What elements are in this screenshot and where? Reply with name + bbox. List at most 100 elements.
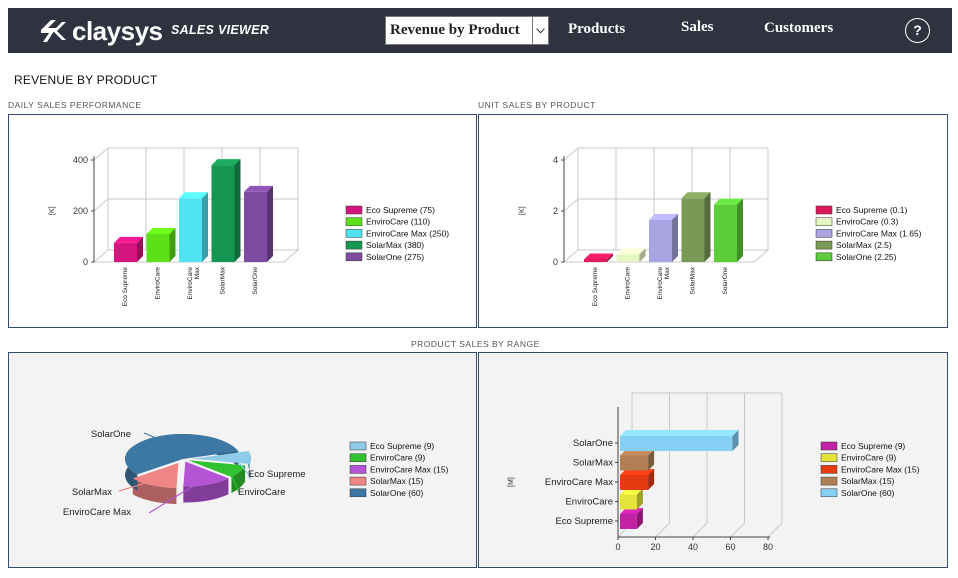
y-tick-label-solarmax: SolarMax (573, 458, 613, 469)
y-tick-label: 2 (553, 206, 558, 216)
grid-line (563, 198, 579, 212)
legend-label-solarmax: SolarMax (2.5) (836, 240, 892, 250)
x-tick-label-solarmax: SolarMax (220, 266, 227, 294)
grid-line (93, 198, 109, 212)
pie-label-solarone: SolarOne (91, 429, 131, 440)
grid-line (767, 522, 783, 538)
x-tick-label: 60 (725, 542, 735, 552)
x-tick-label-solarmax: SolarMax (690, 266, 697, 294)
legend-label-envirocare: EnviroCare (9) (370, 453, 425, 463)
bar-envirocare-max (649, 219, 672, 262)
daily-sales-chart: 0 200 400 [K] Eco Supreme EnviroCare EnviroCar… (49, 147, 449, 306)
bar-top-envirocare-max (649, 213, 678, 220)
x-tick-label-solarone: SolarOne (722, 267, 729, 295)
legend-label-envirocare: EnviroCare (0.3) (836, 217, 899, 227)
legend-swatch-envirocare-max (345, 229, 363, 238)
brand-name: claysys (72, 15, 163, 46)
pie-callout-line-eco-supreme (234, 457, 250, 476)
y-tick-label: 0 (553, 257, 558, 267)
bar-side-envirocare (169, 227, 176, 262)
hbar-eco-supreme (620, 514, 637, 529)
pie-slice-solarone (125, 434, 239, 475)
legend-label-envirocare: EnviroCare (9) (841, 453, 896, 463)
pie-callout-line-solarmax (118, 478, 160, 492)
x-tick-label-envirocare-max: Max (664, 266, 671, 279)
bar-side-envirocare-max (202, 192, 208, 262)
view-select[interactable]: Revenue by Product ⌵ (385, 16, 549, 45)
legend-swatch-eco-supreme (815, 205, 833, 215)
bar-side-eco-supreme (137, 236, 143, 262)
y-tick-label: 0 (83, 257, 88, 267)
section-label-unit: UNIT SALES BY PRODUCT (478, 100, 596, 110)
claysys-logo-icon (41, 20, 66, 42)
bar-side-solarmax (234, 159, 241, 262)
x-tick-label-eco-supreme: Eco Supreme (592, 267, 599, 307)
pie-side-envirocare-max (183, 478, 229, 503)
bar-eco-supreme (584, 259, 607, 262)
legend-swatch-solarone (345, 252, 363, 262)
legend-swatch-envirocare-max (820, 465, 838, 474)
bar-top-solarone (714, 198, 743, 205)
range-bar-panel: 0 20 40 60 80 [M] Eco Supreme EnviroCare EnviroC… (478, 352, 948, 568)
pie-slice-eco-supreme (192, 451, 251, 464)
hbar-side-solarone (732, 430, 739, 451)
pie-callout-line-solarone (143, 432, 159, 440)
legend-swatch-envirocare-max (815, 229, 833, 238)
range-pie-panel: Eco Supreme EnviroCare EnviroCare Max Solar… (8, 352, 477, 568)
grid-line (93, 147, 109, 161)
nav-sales[interactable]: Sales (681, 19, 714, 35)
bar-top-envirocare (616, 248, 646, 255)
legend-swatch-eco-supreme (820, 441, 838, 451)
brand-logo[interactable]: claysys (38, 15, 163, 46)
legend-swatch-envirocare (820, 453, 838, 462)
chevron-down-icon[interactable]: ⌵ (532, 17, 548, 44)
legend-label-eco-supreme: Eco Supreme (9) (841, 441, 905, 451)
hbar-envirocare-max (620, 475, 649, 490)
app-title: SALES VIEWER (171, 23, 270, 37)
legend-label-solarone: SolarOne (60) (841, 488, 895, 498)
hbar-solarone (620, 436, 733, 451)
hbar-side-solarmax (648, 449, 655, 471)
help-button[interactable]: ? (905, 18, 930, 43)
hbar-side-eco-supreme (636, 508, 643, 529)
x-tick-label-solarone: SolarOne (252, 267, 259, 295)
y-tick-label-envirocare-max: EnviroCare Max (545, 477, 613, 488)
legend-label-eco-supreme: Eco Supreme (9) (370, 441, 434, 451)
bar-top-solarone (244, 185, 273, 192)
x-tick-label-envirocare-max: Max (194, 266, 201, 279)
bar-top-solarmax (681, 192, 711, 199)
y-axis-label: [K] (49, 206, 56, 215)
nav-customers[interactable]: Customers (764, 20, 834, 36)
legend-swatch-eco-supreme (349, 441, 367, 451)
bar-solarmax (681, 198, 705, 262)
legend-label-eco-supreme: Eco Supreme (0.1) (836, 205, 908, 215)
grid-line (655, 522, 670, 538)
legend-label-envirocare-max: EnviroCare Max (1.65) (836, 228, 922, 238)
legend-label-eco-supreme: Eco Supreme (75) (366, 205, 435, 215)
legend-swatch-solarone (820, 488, 838, 498)
y-tick-label-solarone: SolarOne (573, 438, 613, 449)
range-pie-chart: Eco Supreme EnviroCare EnviroCare Max Solar… (63, 429, 449, 518)
pie-label-envirocare: EnviroCare (238, 487, 286, 498)
grid-line (730, 522, 745, 538)
view-select-value: Revenue by Product (390, 22, 520, 38)
hbar-side-envirocare (636, 488, 643, 510)
x-tick-label: 80 (763, 542, 773, 552)
axis-unit-label: [M] (508, 477, 515, 487)
legend-label-solarone: SolarOne (60) (370, 488, 424, 498)
legend-swatch-solarone (815, 252, 833, 262)
x-tick-label-envirocare-max: EnviroCare (187, 267, 194, 300)
legend-label-envirocare-max: EnviroCare Max (15) (841, 464, 920, 474)
legend-label-envirocare-max: EnviroCare Max (250) (366, 228, 449, 238)
bar-side-envirocare (639, 248, 646, 262)
x-tick-label: 40 (688, 542, 698, 552)
bar-side-solarone (267, 185, 273, 262)
bar-top-solarmax (211, 159, 241, 166)
legend-label-solarmax: SolarMax (15) (370, 476, 424, 486)
x-tick-label: 0 (615, 542, 620, 552)
y-axis-label: [K] (519, 206, 526, 215)
top-nav-bar: claysys SALES VIEWER Revenue by Product … (8, 8, 952, 53)
nav-products[interactable]: Products (568, 21, 626, 37)
pie-slice-solarmax (132, 463, 179, 488)
section-label-daily: DAILY SALES PERFORMANCE (8, 100, 142, 110)
